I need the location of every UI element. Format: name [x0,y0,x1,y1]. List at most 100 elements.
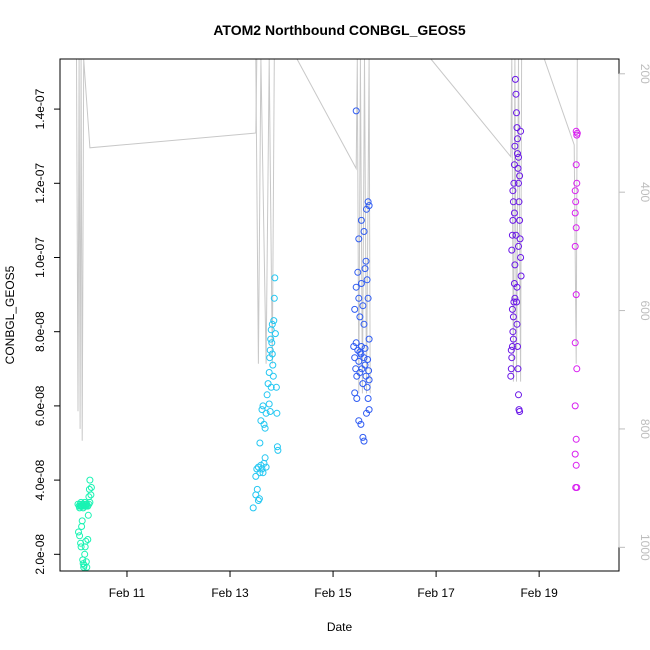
data-point [513,109,520,117]
data-point [262,409,270,417]
data-point [270,294,278,302]
data-point [352,107,360,115]
data-point [363,383,371,391]
data-point [78,517,86,525]
data-point [514,365,522,373]
data-point [270,317,278,325]
x-tick-label: Feb 15 [314,586,352,600]
data-point [356,313,364,321]
data-point [360,320,368,328]
data-point [572,435,580,443]
data-point [357,280,365,287]
right-tick-label: 200 [638,64,650,84]
data-point [515,153,522,161]
data-point [572,461,580,469]
data-point [266,346,274,354]
data-point [265,400,273,408]
data-point [361,361,369,369]
data-point [510,298,518,306]
data-point [516,235,524,243]
data-point [355,294,363,302]
pressure-line [543,59,578,364]
series-flight-feb-18 [507,75,525,415]
data-point [365,376,373,384]
data-point [512,231,520,239]
data-point [352,339,360,347]
data-point [361,344,369,352]
data-point [86,476,94,484]
data-point [255,495,263,503]
data-point [508,354,516,362]
x-axis-label: Date [327,620,353,634]
y-tick-label: 1.0e-07 [33,237,47,278]
y-tick-label: 2.0e-08 [33,534,47,575]
data-point [84,536,92,543]
pressure-line [255,59,275,364]
data-point [85,493,93,501]
data-point [508,246,516,254]
data-point [357,420,365,428]
data-point [515,198,523,206]
data-point [516,408,524,415]
x-tick-label: Feb 13 [211,586,249,600]
data-point [573,365,581,373]
data-point [364,198,372,206]
data-point [573,179,581,187]
data-point [252,472,260,480]
data-point [266,408,274,415]
data-point [355,417,363,425]
data-point [513,124,521,132]
data-point [509,313,517,321]
chart-title: ATOM2 Northbound CONBGL_GEOS5 [213,22,465,38]
data-point [83,563,91,571]
y-axis: 2.0e-08 4.0e-08 6.0e-08 8.0e-08 1.0e-07 1.2e-… [33,88,60,575]
data-point [363,409,370,417]
data-point [272,383,280,391]
data-point [76,532,84,540]
right-tick-label: 800 [638,419,650,439]
data-point [265,369,273,376]
data-point [508,343,516,350]
data-point [507,372,515,380]
data-point [364,356,372,363]
y-tick-label: 1.2e-07 [33,163,47,204]
data-point [516,216,524,224]
data-point [269,361,277,369]
series-flight-feb-13 [249,274,282,512]
data-point [360,354,368,362]
data-point [517,254,525,261]
y-tick-label: 8.0e-08 [33,311,47,352]
data-point [353,395,361,402]
data-point [511,261,519,269]
data-point [572,198,580,206]
data-point [362,257,370,265]
right-tick-label: 400 [638,182,650,202]
data-point [514,164,522,172]
data-point [572,161,580,169]
data-point [364,294,372,302]
data-point [81,550,89,558]
series-flight-feb-19 [571,127,581,491]
data-point [259,402,267,410]
x-tick-label: Feb 19 [520,586,558,600]
data-point [513,298,520,306]
data-point [571,402,579,410]
data-point [357,216,365,224]
data-point [514,343,521,350]
data-point [363,276,371,284]
data-point [508,231,516,239]
data-point [513,320,521,328]
data-point [256,439,264,447]
data-point [364,395,372,402]
data-points [74,75,581,571]
data-point [261,424,269,432]
plot-frame [59,58,620,572]
data-point [511,294,519,302]
pressure-line [430,59,523,382]
data-point [360,437,368,445]
pressure-lines [76,59,578,441]
data-point [269,372,277,380]
series-flight-feb-15 [350,107,373,445]
data-point [572,291,580,299]
